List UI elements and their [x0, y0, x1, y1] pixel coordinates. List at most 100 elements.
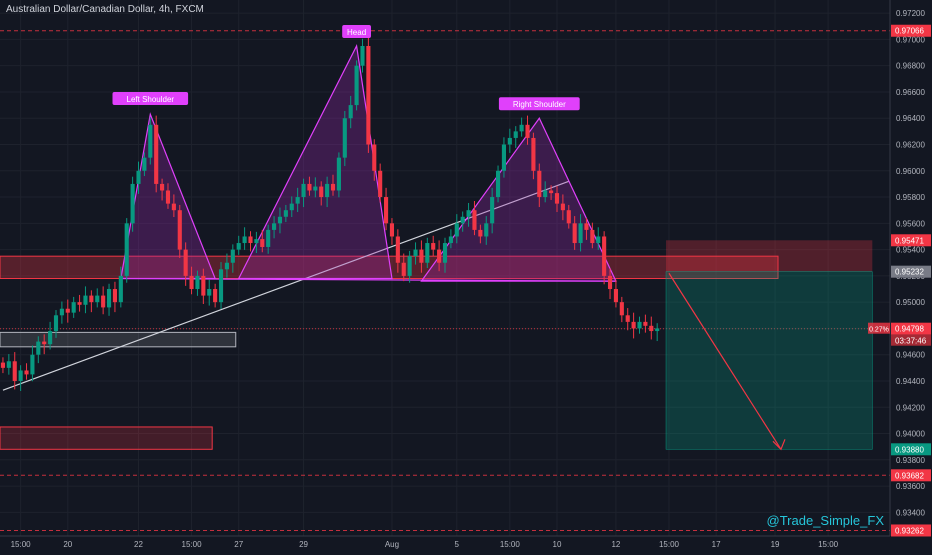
candle-body: [501, 144, 507, 171]
candle-body: [0, 362, 6, 368]
candle-body: [260, 239, 265, 247]
candle-body: [342, 118, 347, 158]
candle-body: [531, 137, 536, 171]
x-tick-label: 20: [63, 540, 72, 549]
candle-body: [490, 197, 495, 224]
candle-body: [142, 157, 147, 171]
y-tick-label: 0.93600: [896, 482, 925, 491]
candle-body: [425, 243, 430, 263]
x-tick-label: 5: [455, 540, 460, 549]
candle-body: [42, 341, 47, 345]
candle-body: [655, 328, 660, 332]
candle-body: [525, 124, 530, 138]
trade-projection: [665, 240, 873, 451]
candle-body: [201, 275, 206, 296]
candle-body: [431, 243, 436, 250]
candle-body: [18, 370, 23, 381]
candle-body: [136, 170, 141, 184]
candle-body: [383, 197, 389, 224]
candle-body: [12, 361, 17, 381]
candle-body: [625, 315, 630, 322]
candle-body: [619, 302, 624, 316]
candle-body: [207, 289, 212, 296]
candle-body: [330, 183, 336, 191]
candle-body: [378, 170, 383, 198]
candle-body: [124, 223, 129, 276]
candle-body: [407, 256, 412, 276]
y-tick-label: 0.94600: [896, 351, 925, 360]
zone-demand: [0, 426, 213, 450]
x-tick-label: 15:00: [182, 540, 203, 549]
candle-body: [89, 295, 94, 303]
projection-arrow-head: [772, 439, 786, 451]
candle-body: [507, 137, 512, 145]
price-tag-bg: [891, 265, 931, 278]
x-tick-label: 15:00: [659, 540, 680, 549]
candle-body: [413, 249, 418, 257]
candle-body: [53, 315, 59, 332]
candle-body: [513, 131, 518, 138]
price-tag-label: 0.93880: [895, 445, 924, 454]
y-tick-label: 0.95000: [896, 298, 925, 307]
candle-body: [578, 223, 583, 244]
candle-body: [466, 210, 471, 217]
candle-body: [448, 236, 453, 244]
price-tag-bg: [891, 524, 931, 537]
candle-body: [248, 236, 253, 244]
candle-body: [460, 216, 465, 224]
candle-body: [289, 203, 294, 211]
candle-body: [549, 190, 554, 194]
candle-body: [560, 203, 565, 211]
price-tag-bg: [891, 24, 931, 37]
candle-body: [401, 262, 406, 276]
candle-body: [148, 124, 153, 158]
candle-body: [6, 361, 11, 368]
x-tick-label: 27: [234, 540, 243, 549]
x-tick-label: 10: [553, 540, 562, 549]
stop-zone: [666, 240, 873, 272]
x-tick-label: 17: [712, 540, 721, 549]
y-tick-label: 0.97000: [896, 35, 925, 44]
candle-body: [283, 210, 288, 217]
price-tag-label: 0.93262: [895, 526, 924, 535]
candle-body: [65, 308, 70, 313]
candle-body: [419, 249, 424, 263]
candle-body: [478, 229, 483, 237]
candle-body: [71, 302, 76, 313]
candle-body: [366, 45, 371, 145]
y-tick-label: 0.94400: [896, 377, 925, 386]
x-tick-label: 15:00: [818, 540, 839, 549]
y-tick-label: 0.96600: [896, 88, 925, 97]
candle-body: [607, 275, 613, 290]
candle-body: [572, 223, 577, 244]
candle-body: [295, 197, 300, 204]
candle-body: [272, 223, 277, 230]
candle-body: [59, 308, 64, 316]
candle-body: [554, 193, 560, 204]
candle-body: [48, 331, 53, 345]
candle-body: [454, 223, 459, 237]
candle-body: [336, 157, 341, 191]
candle-body: [189, 275, 194, 290]
candle-body: [313, 186, 318, 191]
chart-title: Australian Dollar/Canadian Dollar, 4h, F…: [6, 4, 204, 15]
candle-body: [30, 354, 35, 375]
candle-body: [537, 170, 542, 198]
zones: [0, 255, 779, 450]
candle-body: [596, 236, 601, 244]
candle-body: [101, 295, 106, 308]
price-lines: [0, 30, 890, 531]
price-change-bg: [868, 322, 890, 334]
y-tick-label: 0.97200: [896, 9, 925, 18]
candle-body: [631, 321, 636, 329]
candle-body: [213, 289, 218, 303]
candle-body: [395, 236, 400, 263]
price-tag-bg: [891, 469, 931, 482]
candle-body: [584, 223, 589, 230]
target-zone: [665, 271, 873, 450]
watermark: @Trade_Simple_FX: [766, 513, 884, 528]
pattern-label: Right Shoulder: [513, 100, 566, 109]
x-tick-label: 19: [771, 540, 780, 549]
